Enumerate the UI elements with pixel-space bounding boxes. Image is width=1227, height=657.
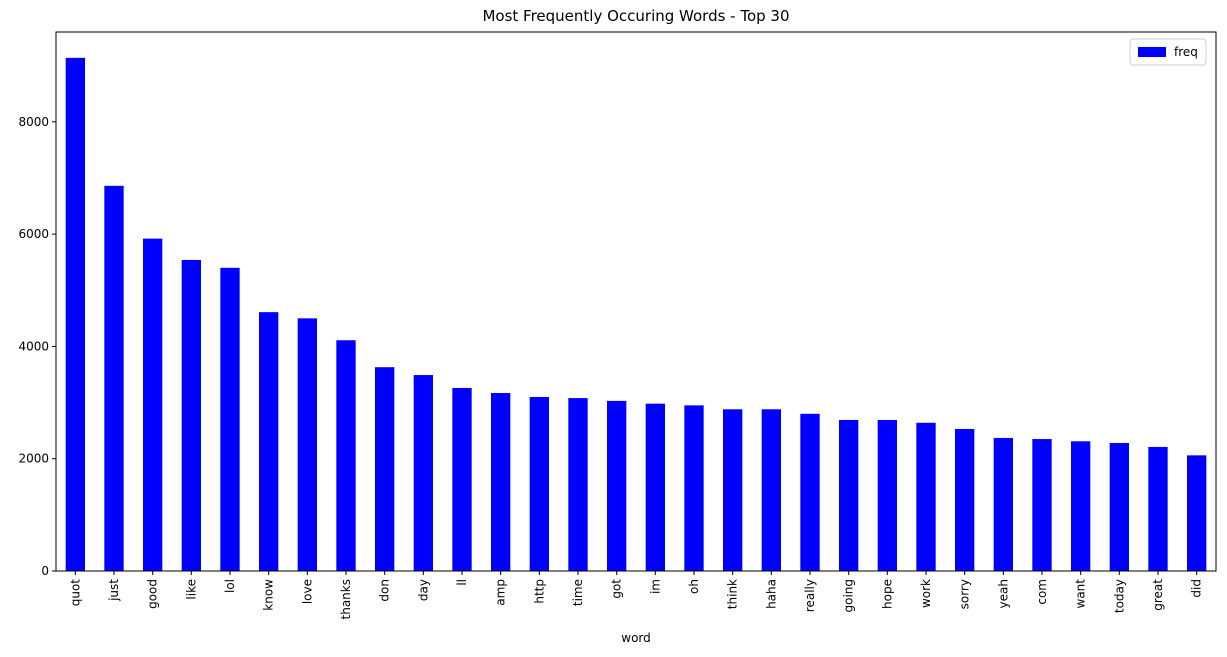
- x-tick-label: hope: [880, 579, 894, 609]
- legend-box: [1129, 38, 1207, 66]
- x-tick-label: great: [1151, 579, 1165, 611]
- bar-day: [413, 375, 433, 571]
- x-tick-label: http: [532, 579, 546, 604]
- bar-com: [1032, 439, 1052, 571]
- bar-really: [800, 413, 820, 571]
- bar-got: [607, 400, 627, 571]
- x-tick-label: don: [378, 579, 392, 602]
- bar-just: [104, 185, 124, 571]
- bar-lol: [220, 267, 240, 571]
- bar-like: [181, 259, 201, 571]
- x-tick-label: com: [1035, 579, 1049, 605]
- bar-going: [839, 419, 859, 571]
- x-tick-label: going: [842, 579, 856, 613]
- legend-swatch: [1138, 47, 1166, 57]
- x-tick-label: just: [107, 579, 121, 602]
- bars-group: [65, 57, 1207, 571]
- y-tick-label: 4000: [18, 339, 49, 353]
- bar-http: [529, 396, 549, 571]
- plot-frame: [55, 31, 1217, 572]
- bar-thanks: [336, 340, 356, 571]
- x-tick-label: really: [803, 579, 817, 612]
- bar-good: [143, 238, 163, 571]
- y-tick-label: 0: [41, 564, 49, 578]
- bar-know: [259, 312, 279, 571]
- x-tick-label: like: [184, 579, 198, 600]
- x-axis-label: word: [621, 631, 651, 645]
- x-tick-label: lol: [223, 579, 237, 593]
- x-tick-label: time: [571, 579, 585, 606]
- bar-think: [723, 409, 743, 571]
- bar-did: [1187, 455, 1207, 571]
- x-tick-label: ll: [455, 579, 469, 586]
- bar-im: [645, 403, 665, 571]
- x-tick-label: want: [1074, 579, 1088, 609]
- bar-yeah: [993, 437, 1013, 571]
- bar-don: [375, 367, 395, 571]
- bar-great: [1148, 446, 1168, 571]
- x-tick-label: think: [726, 579, 740, 609]
- bar-work: [916, 422, 936, 571]
- x-tick-label: haha: [764, 579, 778, 609]
- bar-today: [1109, 442, 1129, 571]
- x-tick-label: amp: [494, 579, 508, 606]
- x-tick-label: good: [146, 579, 160, 609]
- x-tick-label: quot: [68, 579, 82, 607]
- chart-title: Most Frequently Occuring Words - Top 30: [482, 7, 789, 25]
- legend: freq: [1129, 38, 1207, 66]
- bar-ll: [452, 387, 472, 571]
- y-tick-label: 6000: [18, 227, 49, 241]
- x-tick-label: did: [1190, 579, 1204, 598]
- legend-label-freq: freq: [1174, 45, 1198, 59]
- x-tick-label: im: [648, 579, 662, 594]
- bar-sorry: [955, 428, 975, 571]
- bar-want: [1071, 441, 1091, 571]
- x-tick-label: today: [1112, 579, 1126, 613]
- x-tick-label: got: [610, 579, 624, 599]
- bar-hope: [877, 419, 897, 571]
- bar-quot: [65, 57, 85, 571]
- x-tick-label: sorry: [958, 579, 972, 609]
- bar-love: [297, 318, 317, 571]
- x-tick-label: day: [416, 579, 430, 601]
- x-axis: quot just good like lol know love thanks don day l…: [68, 571, 1204, 619]
- bar-time: [568, 398, 588, 571]
- x-tick-label: yeah: [996, 579, 1010, 608]
- x-tick-label: thanks: [339, 579, 353, 619]
- x-tick-label: oh: [687, 579, 701, 594]
- y-axis: 0 2000 4000 6000 8000: [18, 115, 56, 578]
- y-tick-label: 8000: [18, 115, 49, 129]
- bar-oh: [684, 405, 704, 571]
- x-tick-label: work: [919, 579, 933, 608]
- x-tick-label: love: [300, 579, 314, 604]
- bar-amp: [491, 393, 511, 571]
- bar-haha: [761, 409, 781, 571]
- y-tick-label: 2000: [18, 452, 49, 466]
- x-tick-label: know: [262, 579, 276, 611]
